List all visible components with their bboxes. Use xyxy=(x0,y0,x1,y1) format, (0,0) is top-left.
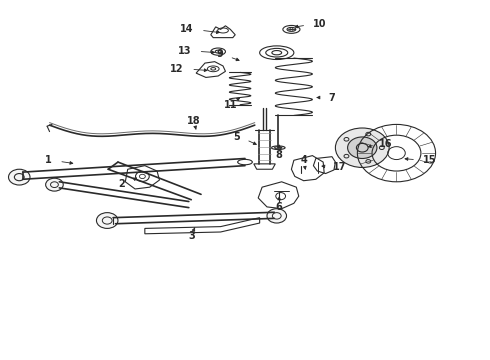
Text: 6: 6 xyxy=(276,202,283,212)
Circle shape xyxy=(8,169,30,185)
Text: 2: 2 xyxy=(119,179,125,189)
Text: 1: 1 xyxy=(45,155,52,165)
Text: 18: 18 xyxy=(187,116,200,126)
Text: 17: 17 xyxy=(333,162,346,172)
Text: 9: 9 xyxy=(216,49,223,59)
Text: 13: 13 xyxy=(178,46,191,56)
Text: 4: 4 xyxy=(300,155,307,165)
Circle shape xyxy=(335,128,389,167)
Text: 3: 3 xyxy=(188,231,195,240)
Text: 10: 10 xyxy=(314,19,327,29)
Text: 7: 7 xyxy=(328,93,335,103)
Ellipse shape xyxy=(271,146,285,149)
Text: 16: 16 xyxy=(379,139,393,149)
Circle shape xyxy=(97,213,118,228)
Text: 5: 5 xyxy=(233,132,240,142)
Circle shape xyxy=(267,209,287,223)
Circle shape xyxy=(347,137,377,158)
Text: 11: 11 xyxy=(223,100,237,110)
Text: 12: 12 xyxy=(171,64,184,74)
Text: 15: 15 xyxy=(423,155,437,165)
Text: 14: 14 xyxy=(180,24,194,35)
Circle shape xyxy=(46,178,63,191)
Text: 8: 8 xyxy=(276,150,283,160)
